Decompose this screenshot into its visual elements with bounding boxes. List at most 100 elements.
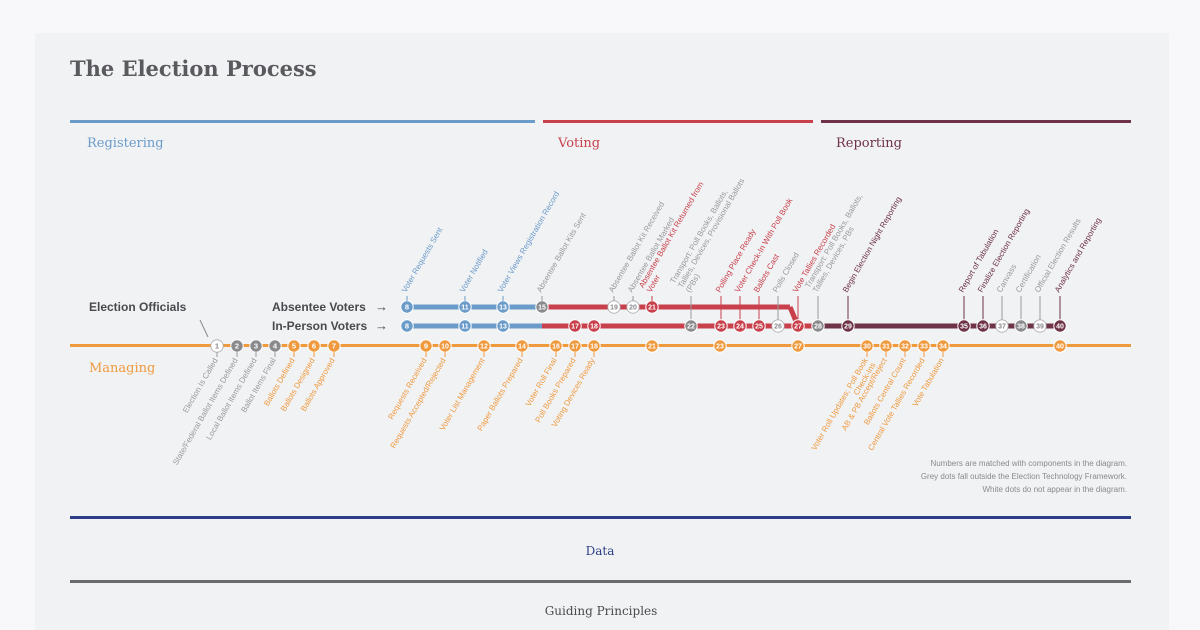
managing-node-27-dot [791,339,805,353]
inperson-node-28-number: 28 [814,324,822,331]
managing-node-10-number: 10 [441,344,449,351]
managing-node-5-number: 5 [292,342,296,351]
inperson-node-37-dot [995,319,1009,333]
inperson-node-40-number: 40 [1056,324,1064,331]
registering-label: Registering [87,136,164,151]
inperson-node-24-dot [733,319,747,333]
data-label: Data [586,544,615,558]
managing-node-16-number: 16 [552,344,560,351]
managing-node-14-label: Paper Ballots Prepared [476,357,525,433]
note-line-2: Grey dots fall outside the Election Tech… [921,472,1127,481]
managing-node-2-number: 2 [235,342,239,351]
inperson-node-27-number: 27 [794,324,802,331]
managing-node-40-number: 40 [1056,344,1064,351]
managing-node-1-label: Election Is Called [181,357,220,415]
absentee-arrow-icon: → [375,299,388,314]
inperson-node-28-label: Transport: Poll Books, Ballots,Tallies, … [803,192,872,294]
managing-node-23-dot [713,339,727,353]
inperson-node-37-number: 37 [998,324,1006,331]
inperson-node-22-dot [684,319,698,333]
managing-node-27-number: 27 [794,344,802,351]
voting-bar [543,120,813,123]
managing-node-14-number: 14 [518,344,526,351]
managing-node-30-number: 30 [863,344,871,351]
inperson-node-35-dot [957,319,971,333]
inperson-node-38-number: 38 [1017,324,1025,331]
managing-node-34-number: 34 [939,344,947,351]
registering-bar [70,120,535,123]
inperson-node-13-number: 13 [499,324,507,331]
inperson-node-38-dot [1014,319,1028,333]
absentee-node-19-number: 19 [610,305,618,312]
inperson-node-29-dot [841,319,855,333]
inperson-node-26-dot [771,319,785,333]
inperson-node-18-dot [587,319,601,333]
managing-node-21-dot [645,339,659,353]
managing-node-4-number: 4 [273,342,278,351]
inperson-node-27-dot [791,319,805,333]
inperson-node-17-dot [568,319,582,333]
reporting-label: Reporting [836,136,902,151]
inperson-node-36-number: 36 [979,324,987,331]
inperson-node-39-number: 39 [1036,324,1044,331]
inperson-node-26-number: 26 [774,324,782,331]
managing-node-12-number: 12 [480,344,488,351]
absentee-node-8-label: Voter Requests Sent [400,225,445,294]
inperson-node-39-dot [1033,319,1047,333]
inperson-node-36-dot [976,319,990,333]
managing-node-18-number: 18 [590,344,598,351]
inperson-node-35-number: 35 [960,324,968,331]
inperson-node-18-number: 18 [590,324,598,331]
absentee-node-8-number: 8 [405,303,409,312]
absentee-node-11-number: 11 [461,305,469,312]
inperson-node-29-number: 29 [844,324,852,331]
managing-node-3-number: 3 [254,342,258,351]
absentee-node-15-number: 15 [538,305,546,312]
reporting-bar [821,120,1131,123]
managing-node-33-number: 33 [920,344,928,351]
voting-label: Voting [557,136,600,151]
inperson-node-11-dot [458,319,472,333]
inperson-node-13-dot [496,319,510,333]
inperson-node-17-number: 17 [571,324,579,331]
inperson-node-11-number: 11 [461,324,469,331]
inperson-node-22-number: 22 [687,324,695,331]
lane-absentee-voters: Absentee Voters [272,300,366,314]
page-title: The Election Process [70,56,317,81]
data-bar [70,516,1131,519]
inperson-node-24-number: 24 [736,324,744,331]
managing-label: Managing [89,361,155,376]
managing-node-32-number: 32 [901,344,909,351]
absentee-node-20-number: 20 [629,305,637,312]
in-person-arrow-icon: → [375,318,388,333]
lane-election-officials: Election Officials [89,300,187,314]
note-line-3: White dots do not appear in the diagram. [982,485,1127,494]
absentee-node-13-number: 13 [499,305,507,312]
officials-leader-line [199,319,209,338]
managing-node-9-number: 9 [424,342,428,351]
inperson-node-8-number: 8 [405,322,409,331]
guiding-bar [70,580,1131,583]
managing-node-31-number: 31 [882,344,890,351]
managing-node-40-dot [1053,339,1067,353]
inperson-node-28-dot [811,319,825,333]
managing-node-17-number: 17 [571,344,579,351]
inperson-node-25-dot [752,319,766,333]
inperson-node-25-number: 25 [755,324,763,331]
managing-node-30-label: Voter Roll Updates; Poll BookCheck-Ins [809,356,878,457]
managing-node-7-number: 7 [332,342,336,351]
inperson-node-8-dot [400,319,414,333]
inperson-node-23-dot [714,319,728,333]
inperson-node-23-number: 23 [717,324,725,331]
lane-in-person-voters: In-Person Voters [272,319,367,333]
guiding-principles-label: Guiding Principles [545,604,658,618]
managing-node-1-number: 1 [215,342,219,351]
absentee-node-11-label: Voter Notified [458,248,490,294]
absentee-node-21-number: 21 [648,305,656,312]
managing-node-6-number: 6 [312,342,316,351]
note-line-1: Numbers are matched with components in t… [930,459,1127,468]
inperson-node-40-dot [1053,319,1067,333]
managing-node-23-number: 23 [716,344,724,351]
managing-node-21-number: 21 [648,344,656,351]
